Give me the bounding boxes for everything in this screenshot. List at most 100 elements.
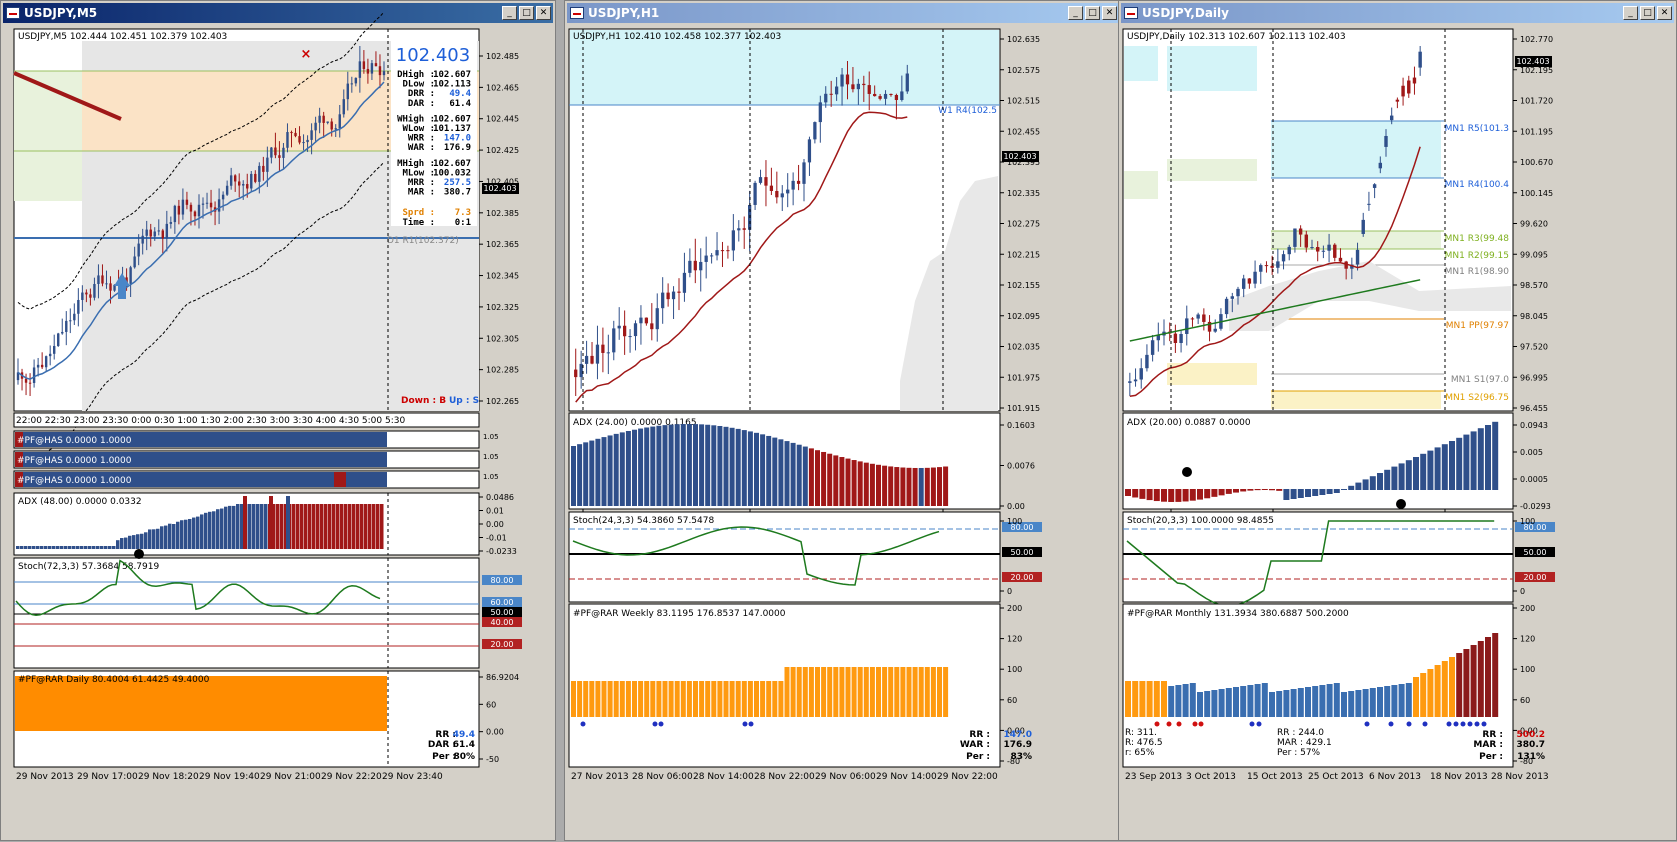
signal-dot (1388, 721, 1394, 727)
adx-bar (68, 546, 72, 549)
rar-bar (833, 667, 839, 717)
rar-bar (613, 681, 619, 717)
minimize-button[interactable]: _ (502, 6, 517, 20)
candle (153, 231, 156, 237)
ar-value: 380.7 (1517, 740, 1545, 750)
signal-dot (1364, 721, 1370, 727)
adx-bar (1449, 441, 1455, 490)
candle (1179, 333, 1183, 344)
candle (1145, 354, 1149, 369)
info-label: WHigh : (397, 113, 435, 124)
chart-plot-h1[interactable]: W1 R4(102.5 USDJPY,H1 102.410 102.458 102… (565, 1, 1123, 842)
adx-bar (1211, 489, 1218, 497)
adx-bar (324, 504, 328, 549)
rar-scale-label: 100 (1007, 665, 1022, 674)
candle (233, 175, 237, 182)
rar-bar (1132, 681, 1139, 717)
adx-bar (1362, 479, 1369, 490)
price-scale-label: 101.720 (1520, 97, 1553, 106)
mid-stat: Per : 57% (1277, 748, 1321, 758)
candle (1270, 265, 1274, 268)
price-scale-label: 102.155 (1007, 281, 1040, 290)
candle (862, 83, 866, 86)
adx-bar (1391, 466, 1398, 490)
maximize-button[interactable]: □ (519, 6, 534, 20)
close-button[interactable]: ✕ (1657, 6, 1672, 20)
window-titlebar[interactable]: USDJPY,M5 _ □ ✕ (3, 3, 553, 23)
intraday-times: 22:00 22:30 23:00 23:30 0:00 0:30 1:00 1… (16, 416, 405, 426)
adx-bar (1218, 489, 1225, 496)
candle (606, 352, 610, 354)
candle (346, 83, 349, 100)
rar-label: #PF@RAR Monthly 131.3934 380.6887 500.20… (1127, 609, 1349, 619)
adx-bar (96, 546, 100, 549)
up-label: Up : S (449, 396, 479, 406)
rr-label: RR : (435, 730, 456, 740)
close-button[interactable]: ✕ (536, 6, 551, 20)
candle (282, 147, 285, 158)
maximize-button[interactable]: □ (1640, 6, 1655, 20)
adx-bar (1283, 489, 1290, 500)
adx-bar (80, 546, 84, 549)
candle (1241, 278, 1246, 289)
adx-bar (888, 466, 894, 506)
chart-window-daily[interactable]: USDJPY,Daily _ □ ✕ MN1 R5(101.3 MN1 R4(10… (1118, 0, 1677, 841)
rar-bar (1398, 684, 1405, 717)
stoch-label: Stoch(20,3,3) 100.0000 98.4855 (1127, 516, 1274, 526)
info-value: 257.5 (444, 178, 471, 188)
adx-bar (1269, 489, 1275, 491)
rar-bar (1463, 649, 1470, 717)
rar-bar (827, 667, 833, 717)
adx-bar (1470, 431, 1477, 490)
rr-label: RR : (969, 730, 990, 740)
adx-label: ADX (20.00) 0.0887 0.0000 (1127, 418, 1251, 428)
candle (666, 292, 670, 300)
rar-bar (808, 667, 814, 717)
maximize-button[interactable]: □ (1085, 6, 1100, 20)
chart-plot-daily[interactable]: MN1 R5(101.3 MN1 R4(100.4 MN1 R3(99.48 MN1 … (1119, 1, 1677, 842)
rar-bar (1175, 685, 1182, 717)
adx-bar (680, 424, 686, 506)
signal-dot (1198, 721, 1204, 727)
rar-bar (705, 681, 711, 717)
candle (85, 292, 88, 295)
stoch-badge (1002, 572, 1042, 582)
signal-dot (748, 721, 754, 727)
adx-bar (851, 460, 857, 506)
rar-scale-label: 0.00 (486, 728, 504, 737)
pivot-zone-cyan (570, 30, 999, 105)
stoch-line (15, 559, 381, 616)
adx-bar (1485, 425, 1491, 490)
price-scale-label: 102.455 (1007, 127, 1040, 136)
price-scale-label: 102.195 (1520, 66, 1553, 75)
pivot-zone-green (1167, 159, 1257, 181)
window-titlebar[interactable]: USDJPY,Daily _ □ ✕ (1121, 3, 1674, 23)
candle (1281, 254, 1286, 262)
candle (661, 292, 665, 309)
adx-bar (833, 455, 839, 506)
info-label: MRR : (408, 178, 435, 188)
candle (1196, 314, 1200, 319)
minimize-button[interactable]: _ (1068, 6, 1083, 20)
adx-bar (943, 466, 949, 506)
candle (181, 199, 185, 215)
window-titlebar[interactable]: USDJPY,H1 _ □ ✕ (567, 3, 1119, 23)
adx-bar (284, 504, 288, 549)
signal-dot (1256, 721, 1262, 727)
candle (173, 205, 177, 223)
candle (197, 204, 201, 217)
adx-bar (264, 504, 268, 549)
minimize-button[interactable]: _ (1623, 6, 1638, 20)
close-button[interactable]: ✕ (1102, 6, 1117, 20)
date-label: 28 Nov 06:00 (632, 772, 693, 782)
candle (671, 291, 676, 300)
chart-window-h1[interactable]: USDJPY,H1 _ □ ✕ W1 R4(102.5 USDJPY,H1 102… (564, 0, 1122, 841)
has-label: #PF@HAS 0.0000 1.0000 (17, 436, 132, 446)
candle (1395, 99, 1400, 102)
adx-bar (344, 504, 348, 549)
rar-bar (1189, 683, 1196, 717)
chart-window-m5[interactable]: USDJPY,M5 _ □ ✕ D1 R1(102.372) × 102.403 DH… (0, 0, 556, 841)
stoch-panel (13, 557, 480, 669)
price-scale-label: 102.285 (486, 366, 519, 375)
